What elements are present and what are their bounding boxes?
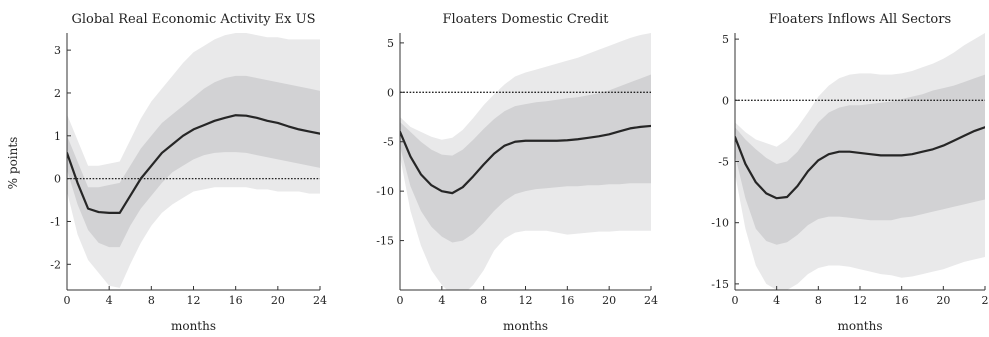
y-tick-label: -10 <box>711 217 729 230</box>
x-tick-label: 20 <box>602 294 616 307</box>
y-tick-label: -5 <box>718 156 729 169</box>
plot-area <box>67 33 320 288</box>
median-response-line <box>400 124 651 195</box>
x-tick-label: 24 <box>313 294 327 307</box>
chart-panel-3: -15 -10 -5 0 5 0 4 8 12 16 20 2 Floaters Inflows All… <box>711 12 988 333</box>
plot-area <box>400 33 651 290</box>
y-tick-label: 1 <box>54 130 61 143</box>
y-tick-label: 5 <box>387 37 394 50</box>
x-tick-label: 4 <box>773 294 780 307</box>
y-tick-label: -1 <box>50 215 61 228</box>
x-tick-label: 24 <box>644 294 658 307</box>
x-tick-label: 20 <box>271 294 285 307</box>
x-tick-label: 4 <box>438 294 445 307</box>
x-tick-label: 12 <box>187 294 201 307</box>
outer-confidence-band <box>67 33 320 288</box>
x-tick-label: 8 <box>480 294 487 307</box>
x-tick-label: 0 <box>64 294 71 307</box>
inner-confidence-band <box>400 74 651 243</box>
median-response-line <box>67 114 320 214</box>
plot-area <box>735 33 985 290</box>
x-axis-label: months <box>837 319 882 333</box>
y-tick-label: 5 <box>722 33 729 46</box>
x-tick-label: 0 <box>732 294 739 307</box>
x-tick-label: 8 <box>815 294 822 307</box>
x-axis-label: months <box>171 319 216 333</box>
y-tick-label: -10 <box>376 185 394 198</box>
x-tick-label: 20 <box>936 294 950 307</box>
x-tick-label: 0 <box>397 294 404 307</box>
inner-confidence-band <box>735 74 985 245</box>
y-tick-label: 0 <box>387 86 394 99</box>
x-tick-label: 4 <box>106 294 113 307</box>
y-tick-label: 2 <box>54 87 61 100</box>
panel-title: Global Real Economic Activity Ex US <box>71 12 315 27</box>
x-tick-label: 2 <box>982 294 989 307</box>
y-axis-label: % points <box>6 137 20 190</box>
x-axis-label: months <box>503 319 548 333</box>
median-response-line <box>735 126 985 200</box>
x-tick-label: 16 <box>895 294 909 307</box>
panel-title: Floaters Inflows All Sectors <box>769 12 951 27</box>
y-tick-label: 0 <box>54 173 61 186</box>
y-tick-label: -15 <box>711 278 729 291</box>
x-tick-label: 12 <box>853 294 867 307</box>
x-tick-label: 16 <box>229 294 243 307</box>
x-tick-label: 12 <box>519 294 533 307</box>
y-tick-label: 3 <box>54 44 61 57</box>
panel-title: Floaters Domestic Credit <box>443 12 610 27</box>
y-tick-label: -15 <box>376 235 394 248</box>
x-tick-label: 8 <box>148 294 155 307</box>
y-tick-label: -5 <box>383 136 394 149</box>
x-tick-label: 16 <box>560 294 574 307</box>
y-tick-label: -2 <box>50 258 61 271</box>
chart-panel-2: -15 -10 -5 0 5 0 4 8 12 16 20 24 Floaters Domestic C… <box>376 12 658 333</box>
y-tick-label: 0 <box>722 94 729 107</box>
